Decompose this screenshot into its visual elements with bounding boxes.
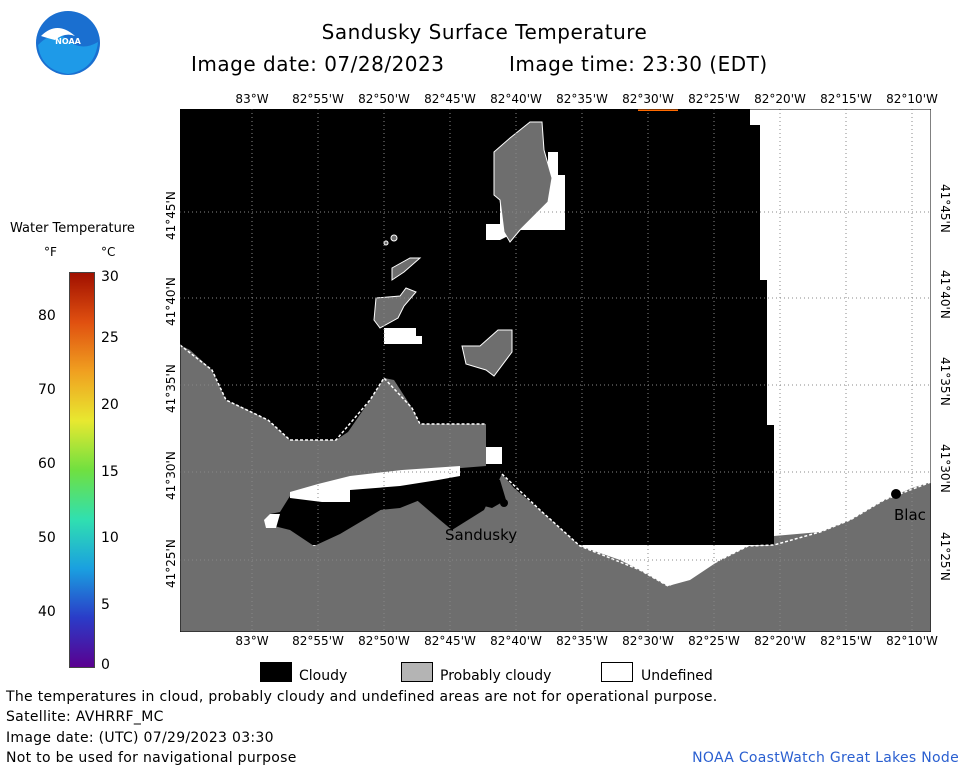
lat-label-right: 41°45'N: [938, 184, 952, 233]
cloudy-area: [180, 109, 774, 545]
legend-label-undefined: Undefined: [641, 668, 713, 684]
unit-c-label: °C: [101, 245, 116, 259]
sst-map: [180, 109, 931, 632]
lon-label-bottom: 82°25'W: [688, 634, 740, 648]
lat-label-left: 41°40'N: [164, 277, 178, 326]
lon-label-top: 82°50'W: [358, 92, 410, 106]
undefined-edge: [290, 466, 460, 502]
scale-tick-f: 80: [38, 308, 56, 324]
lon-label-bottom: 82°20'W: [754, 634, 806, 648]
legend-swatch-undefined: [601, 662, 633, 682]
noaa-logo-text: NOAA: [55, 37, 81, 46]
lon-label-top: 82°25'W: [688, 92, 740, 106]
utc-date-text: Image date: (UTC) 07/29/2023 03:30: [6, 730, 274, 746]
scale-tick-f: 70: [38, 382, 56, 398]
lat-label-left: 41°45'N: [164, 191, 178, 240]
lat-label-right: 41°25'N: [938, 532, 952, 581]
lat-label-left: 41°35'N: [164, 364, 178, 413]
scale-tick-c: 30: [101, 269, 119, 285]
probably-cloudy-patch: [461, 329, 513, 377]
place-label-blac: Blac: [894, 506, 926, 524]
legend-swatch-cloudy: [260, 662, 292, 682]
lon-label-top: 82°10'W: [886, 92, 938, 106]
scale-tick-f: 40: [38, 604, 56, 620]
lat-label-right: 41°40'N: [938, 270, 952, 319]
color-scale-title: Water Temperature: [10, 221, 135, 236]
lat-label-left: 41°30'N: [164, 451, 178, 500]
scale-tick-c: 5: [101, 597, 110, 613]
disclaimer-text: The temperatures in cloud, probably clou…: [6, 689, 718, 705]
lon-label-top: 82°35'W: [556, 92, 608, 106]
cloudy-bay: [288, 474, 506, 530]
scale-tick-f: 50: [38, 530, 56, 546]
scale-tick-c: 10: [101, 530, 119, 546]
unit-f-label: °F: [44, 245, 57, 259]
top-marker: [638, 109, 678, 111]
lon-label-bottom: 82°50'W: [358, 634, 410, 648]
sandusky-marker: [500, 499, 508, 507]
legend-swatch-probably-cloudy: [401, 662, 433, 682]
credit-link[interactable]: NOAA CoastWatch Great Lakes Node: [692, 750, 959, 766]
lon-label-top: 82°55'W: [292, 92, 344, 106]
lon-label-bottom: 82°15'W: [820, 634, 872, 648]
lat-label-left: 41°25'N: [164, 539, 178, 588]
lon-label-top: 82°20'W: [754, 92, 806, 106]
scale-tick-f: 60: [38, 456, 56, 472]
map-title: Sandusky Surface Temperature: [321, 20, 648, 44]
place-label-sandusky: Sandusky: [445, 526, 518, 544]
probably-cloudy-patch: [391, 257, 422, 281]
lon-label-bottom: 82°30'W: [622, 634, 674, 648]
scale-tick-c: 20: [101, 397, 119, 413]
undefined-patch: [384, 328, 422, 344]
land-area: [180, 345, 931, 632]
lon-label-bottom: 82°10'W: [886, 634, 938, 648]
scale-tick-c: 25: [101, 330, 119, 346]
lon-label-top: 82°15'W: [820, 92, 872, 106]
image-time-label: Image time: 23:30 (EDT): [509, 52, 768, 76]
blac-marker: [891, 489, 901, 499]
lon-label-bottom: 82°45'W: [424, 634, 476, 648]
lon-label-bottom: 83°W: [235, 634, 269, 648]
lon-label-top: 82°30'W: [622, 92, 674, 106]
scale-tick-c: 15: [101, 464, 119, 480]
image-date-label: Image date: 07/28/2023: [191, 52, 445, 76]
lon-label-bottom: 82°55'W: [292, 634, 344, 648]
legend-label-probably-cloudy: Probably cloudy: [440, 668, 552, 684]
lat-label-right: 41°35'N: [938, 357, 952, 406]
lat-label-right: 41°30'N: [938, 444, 952, 493]
lon-label-top: 82°40'W: [490, 92, 542, 106]
lon-label-bottom: 82°35'W: [556, 634, 608, 648]
undefined-patch: [486, 447, 502, 464]
lon-label-top: 83°W: [235, 92, 269, 106]
color-scale-bar: [69, 272, 95, 668]
scale-tick-c: 0: [101, 657, 110, 673]
satellite-text: Satellite: AVHRRF_MC: [6, 709, 164, 725]
lon-label-top: 82°45'W: [424, 92, 476, 106]
noaa-logo: NOAA: [36, 11, 100, 75]
legend-label-cloudy: Cloudy: [299, 668, 348, 684]
lon-label-bottom: 82°40'W: [490, 634, 542, 648]
navigation-note: Not to be used for navigational purpose: [6, 750, 297, 766]
